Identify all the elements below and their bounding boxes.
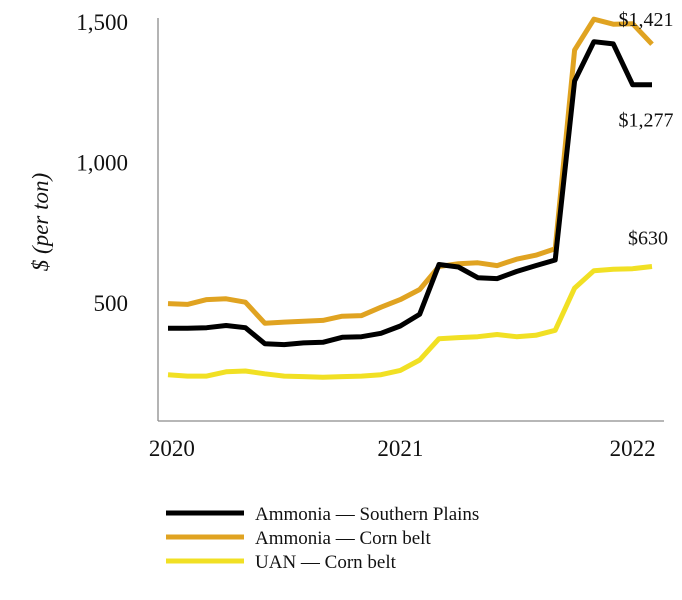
legend: Ammonia — Southern Plains Ammonia — Corn …: [166, 504, 479, 573]
end-value-label: $630: [628, 227, 668, 249]
legend-label: Ammonia — Southern Plains: [255, 504, 479, 525]
axes: [157, 18, 664, 422]
y-tick-label: 1,500: [76, 10, 128, 35]
series-line-1: [167, 16, 654, 326]
end-value-label: $1,277: [619, 110, 674, 132]
x-tick-label: 2022: [610, 436, 656, 461]
legend-label: Ammonia — Corn belt: [255, 528, 431, 549]
y-tick-label: 1,000: [76, 151, 128, 176]
end-value-label: $1,421: [619, 9, 674, 31]
series-line-2: [167, 264, 653, 380]
y-tick-label: 500: [94, 291, 129, 316]
tick-labels: 500 1,000 1,500 2020 2021 2022 $ (per ton): [28, 10, 656, 461]
annotations: $1,421 $1,277 $630: [619, 9, 674, 249]
legend-label: UAN — Corn belt: [255, 552, 397, 573]
series-line-0: [168, 39, 652, 348]
x-tick-label: 2021: [377, 436, 423, 461]
x-tick-label: 2020: [149, 436, 195, 461]
y-axis-label: $ (per ton): [28, 173, 53, 271]
series-lines: [167, 16, 654, 380]
